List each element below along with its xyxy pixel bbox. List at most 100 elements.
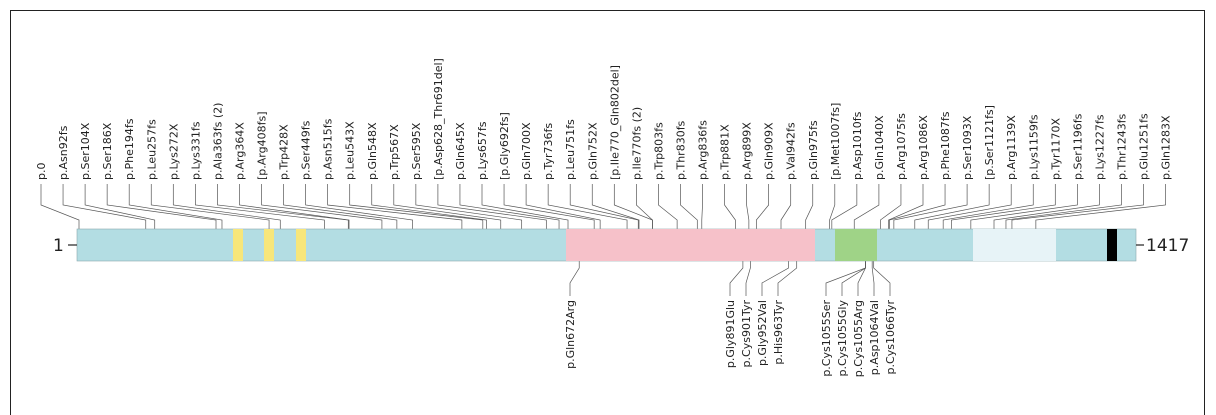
leader-line xyxy=(613,184,653,229)
mutation-label-above: p.Lys331fs xyxy=(189,121,202,180)
leader-line xyxy=(569,261,580,296)
light-domain-region xyxy=(973,229,1056,261)
leader-line xyxy=(829,184,836,229)
mutation-label-above: p.Gln1283X xyxy=(1160,115,1173,180)
leader-line xyxy=(283,184,398,229)
mutation-label-below: p.Asp1064Val xyxy=(868,300,881,375)
mutation-label-above: p.Trp803fs xyxy=(652,122,665,180)
leader-line xyxy=(84,184,156,229)
mutation-label-above: p.Arg364X xyxy=(233,122,246,180)
mutation-label-above: [p.Met1007fs] xyxy=(829,103,842,180)
mutation-label-above: p.Leu543X xyxy=(344,121,357,180)
mutation-label-above: p.Ser1196fs xyxy=(1071,113,1084,180)
mutation-label-above: p.Trp428X xyxy=(278,124,291,180)
leader-line xyxy=(261,184,383,229)
mutation-label-above: p.Ser186X xyxy=(101,122,114,180)
mutation-label-above: p.Asn515fs xyxy=(322,118,335,180)
leader-line xyxy=(569,184,639,229)
mutation-label-below: p.Cys1055Gly xyxy=(836,300,849,377)
leader-line xyxy=(880,184,902,229)
mutation-label-above: p.Gln975fs xyxy=(807,120,820,180)
start-position-label: 1 xyxy=(53,236,64,256)
mutation-label-above: [p.Arg408fs] xyxy=(256,112,269,181)
leader-line xyxy=(841,261,866,296)
mutation-label-above: p.Tyr736fs xyxy=(542,123,555,180)
mutation-label-above: p.Val942fs xyxy=(785,122,798,180)
mutation-label-above: [p.Asp628_Thr691del] xyxy=(432,58,445,180)
mutation-label-above: p.Leu257fs xyxy=(145,119,158,180)
leader-line xyxy=(1005,184,1122,229)
leader-line xyxy=(914,184,990,229)
leader-line xyxy=(371,184,487,229)
mutation-label-above: p.Tyr1170X xyxy=(1049,117,1062,180)
mutation-label-above: p.Leu751fs xyxy=(564,119,577,180)
leader-line xyxy=(1035,184,1166,229)
leader-line xyxy=(1011,184,1144,229)
yellow-marker xyxy=(264,229,274,261)
mutation-label-above: p.Ser449fs xyxy=(300,120,313,180)
leader-line xyxy=(658,184,678,229)
mutation-label-above: p.Ser595X xyxy=(410,122,423,180)
mutation-label-above: [p.Ile770_Gln802del] xyxy=(608,65,621,180)
leader-line xyxy=(831,184,858,229)
mutation-label-above: p.Arg836fs xyxy=(697,120,710,180)
mutation-label-above: p.Lys272X xyxy=(167,123,180,180)
leader-line xyxy=(172,184,281,229)
upper-mutation-labels: p.0 p.Asn92fs p.Ser104X p.Ser186X p.Phe194fs… xyxy=(35,58,1173,180)
leader-line xyxy=(761,261,789,296)
leader-line xyxy=(777,261,798,296)
leader-line xyxy=(873,261,891,296)
mutation-label-above: p.Gln909X xyxy=(763,122,776,180)
leader-line xyxy=(40,184,80,229)
leader-line xyxy=(853,184,880,229)
leader-line xyxy=(239,184,350,229)
mutation-label-above: p.Thr830fs xyxy=(674,120,687,180)
leader-line xyxy=(106,184,217,229)
mutation-label-above: [p.Gly692fs] xyxy=(498,112,511,180)
protein-bar xyxy=(76,228,1137,262)
leader-line xyxy=(825,261,866,296)
mutation-label-above: p.Phe1087fs xyxy=(939,111,952,180)
leader-line xyxy=(755,184,770,229)
mutation-label-above: p.Gln1040X xyxy=(873,115,886,180)
leader-line xyxy=(942,184,1034,229)
mutation-label-above: p.Lys1227fs xyxy=(1093,114,1106,180)
lower-leader-lines xyxy=(569,261,891,296)
mutation-label-below: p.Cys1055Arg xyxy=(852,300,865,377)
mutation-label-above: p.Ala363fs (2) xyxy=(211,103,224,180)
mutation-label-above: p.Arg899X xyxy=(741,122,754,180)
mutation-label-above: p.Ser1093X xyxy=(961,115,974,180)
leader-line xyxy=(889,184,946,229)
mutation-label-above: p.Arg1086X xyxy=(917,115,930,180)
mutation-label-above: p.Asn92fs xyxy=(57,125,70,180)
mutation-label-above: p.Trp881X xyxy=(719,124,732,180)
black-marker xyxy=(1107,229,1117,261)
lower-mutation-labels: p.Gln672Arg p.Gly891Glu p.Cys901Tyr p.Gly95… xyxy=(564,300,897,378)
leader-line xyxy=(327,184,463,229)
leader-line xyxy=(680,184,698,229)
leader-line xyxy=(745,261,751,296)
green-domain-region xyxy=(835,229,877,261)
mutation-label-above: p.Glu1251fs xyxy=(1138,113,1151,180)
mutation-label-above: p.Phe194fs xyxy=(123,118,136,180)
leader-line xyxy=(481,184,569,229)
leader-line xyxy=(547,184,628,229)
mutation-label-above: p.Ile770fs (2) xyxy=(630,107,643,180)
mutation-label-above: p.Lys657fs xyxy=(476,121,489,180)
mutation-label-above: p.Gln548X xyxy=(366,122,379,180)
leader-line xyxy=(150,184,270,229)
mutation-label-above: p.Arg1075fs xyxy=(895,113,908,180)
leader-line xyxy=(437,184,547,229)
leader-line xyxy=(970,184,1078,229)
leader-line xyxy=(893,184,968,229)
leader-line xyxy=(724,184,736,229)
leader-line xyxy=(993,184,1100,229)
upper-leader-lines xyxy=(40,184,1166,229)
leader-line xyxy=(128,184,223,229)
leader-line xyxy=(746,184,750,229)
leader-line xyxy=(805,184,814,229)
mutation-label-below: p.Cys1055Ser xyxy=(820,300,833,377)
leader-line xyxy=(857,261,866,296)
leader-line xyxy=(927,184,1012,229)
